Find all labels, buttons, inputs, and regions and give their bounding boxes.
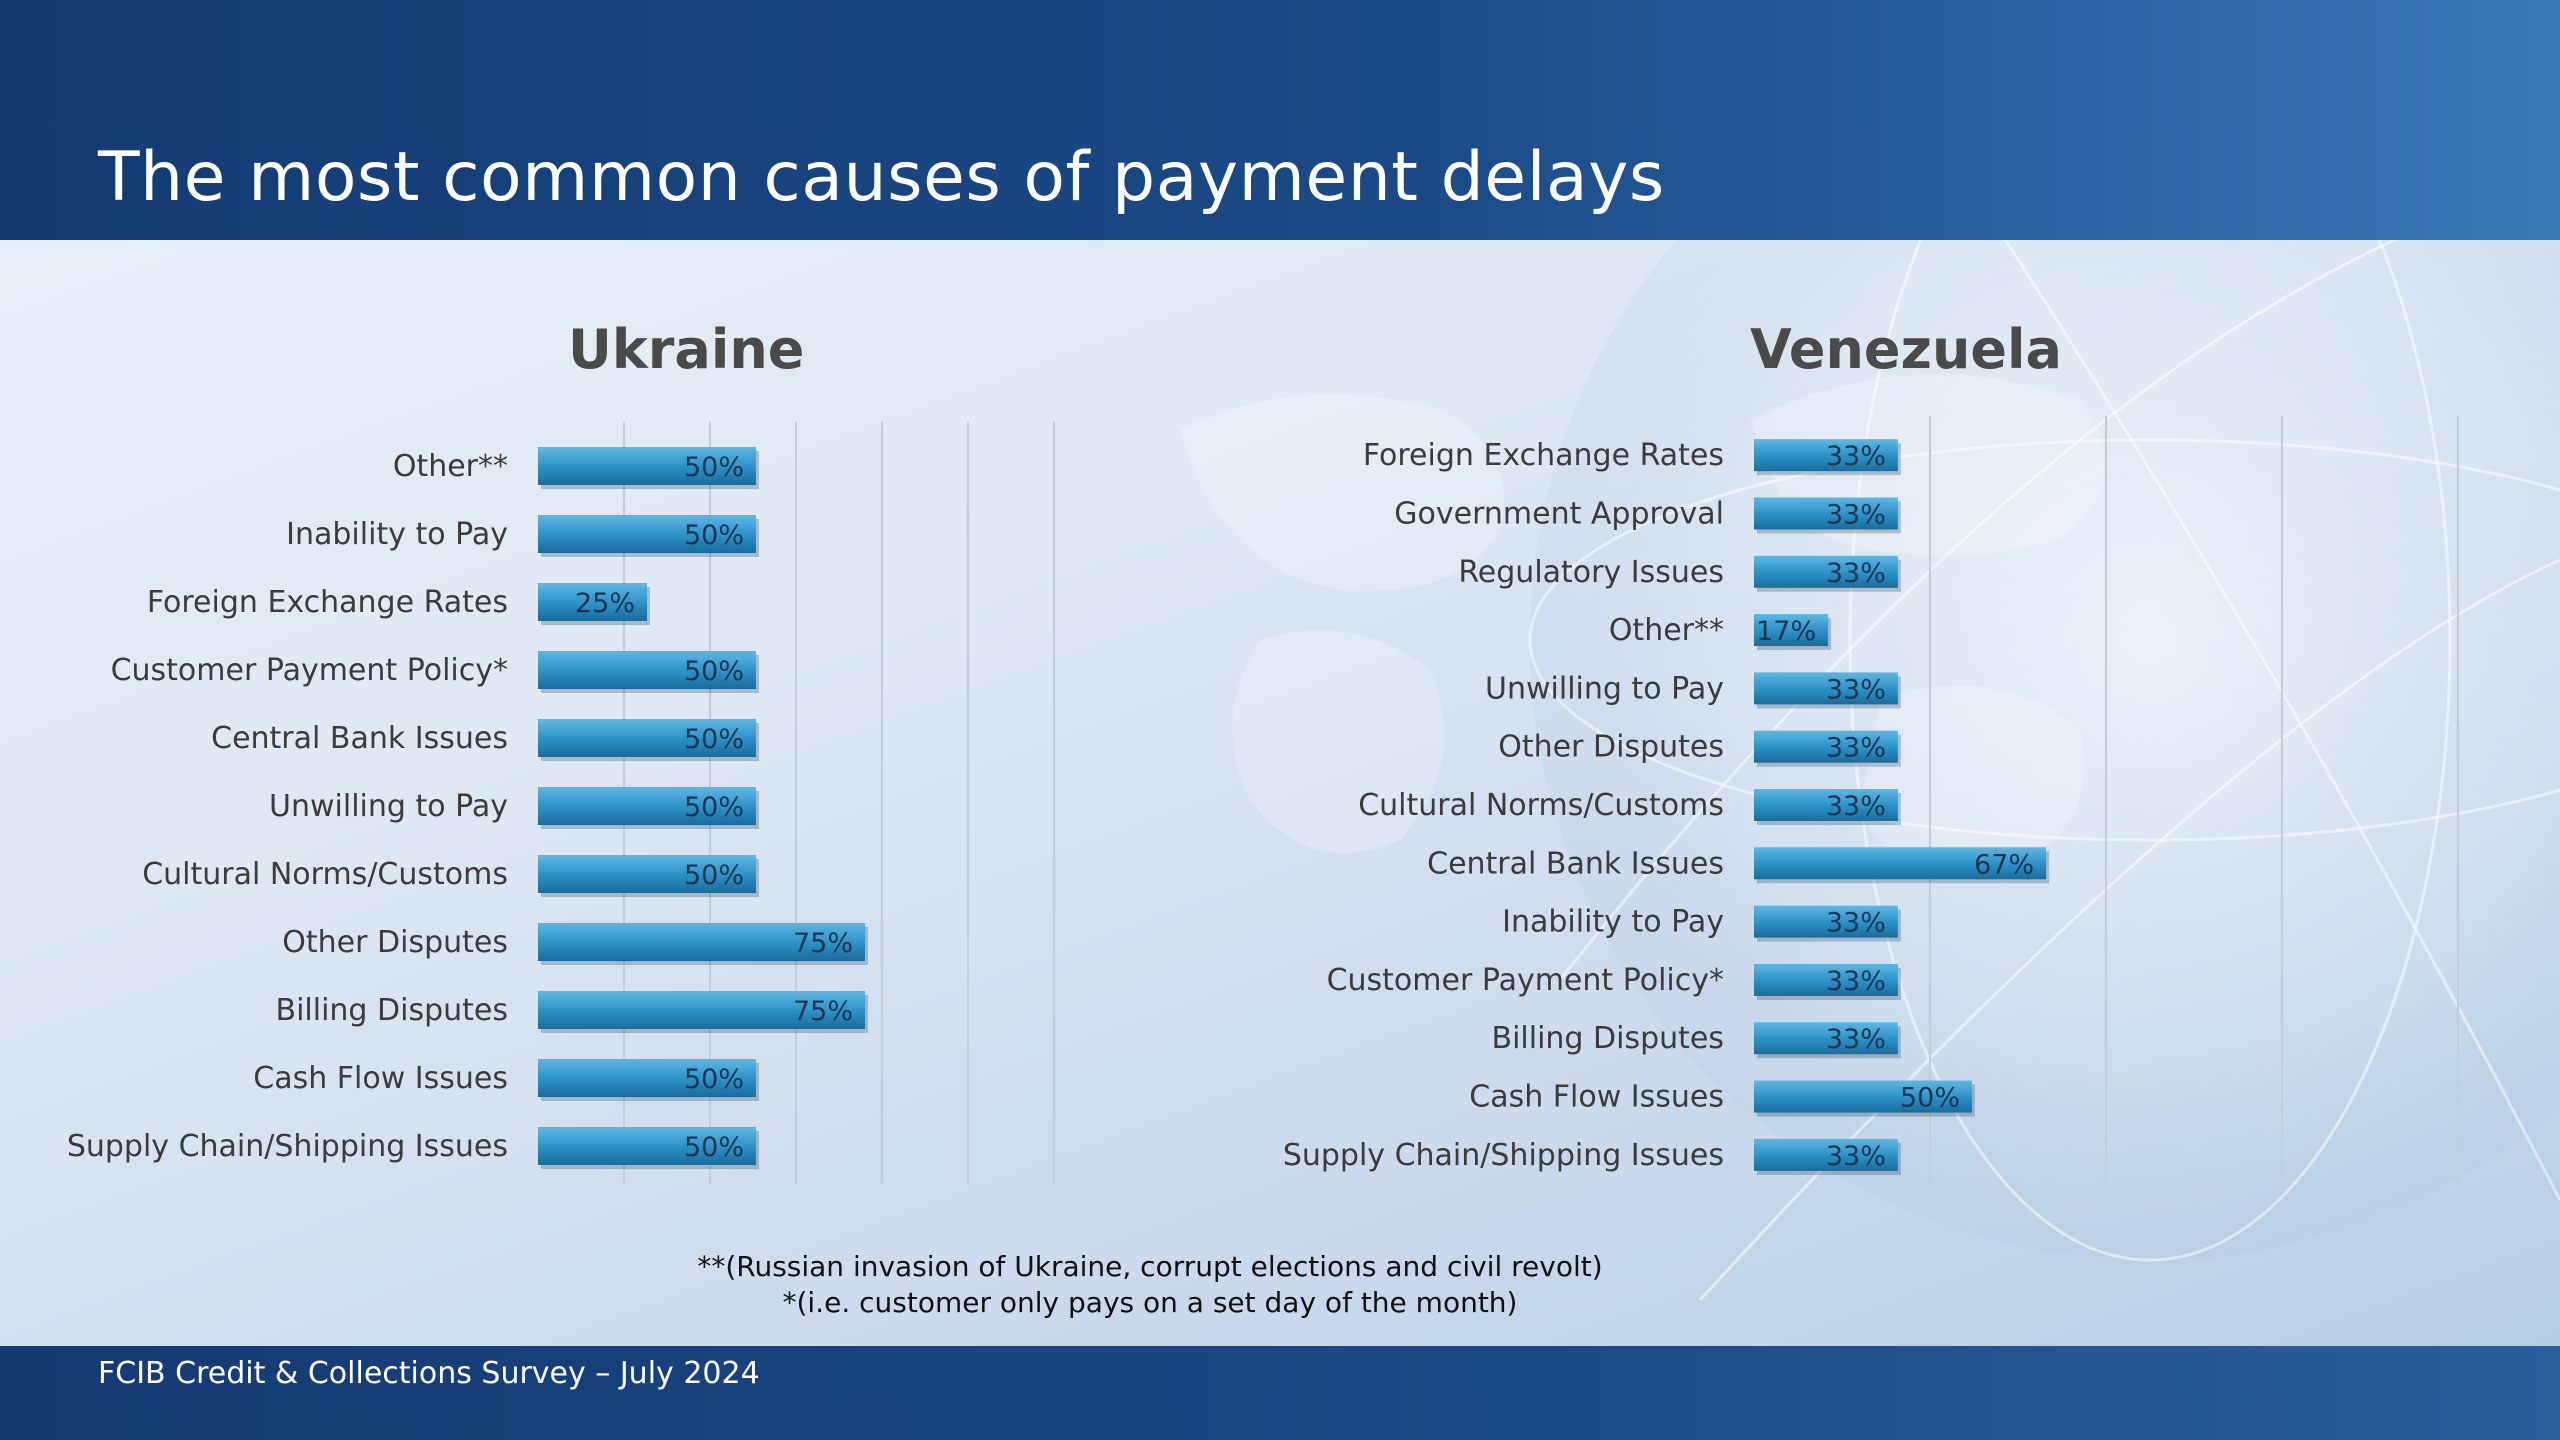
ukraine-category-label: Other** bbox=[393, 449, 508, 484]
venezuela-value-label: 33% bbox=[1826, 674, 1886, 705]
venezuela-bar bbox=[1754, 614, 1829, 647]
ukraine-bar bbox=[538, 1059, 756, 1097]
page-title: The most common causes of payment delays bbox=[98, 138, 1665, 217]
ukraine-bar bbox=[538, 923, 865, 961]
venezuela-bar bbox=[1754, 1022, 1898, 1055]
venezuela-value-label: 33% bbox=[1826, 966, 1886, 997]
ukraine-category-label: Central Bank Issues bbox=[211, 721, 508, 756]
venezuela-value-label: 50% bbox=[1900, 1083, 1960, 1114]
venezuela-bar bbox=[1754, 1138, 1898, 1171]
venezuela-bar bbox=[1754, 439, 1898, 472]
ukraine-value-label: 25% bbox=[575, 588, 635, 619]
ukraine-value-label: 50% bbox=[684, 520, 744, 551]
ukraine-bar bbox=[538, 1127, 756, 1165]
ukraine-category-label: Customer Payment Policy* bbox=[111, 653, 508, 688]
venezuela-bar bbox=[1754, 847, 2047, 880]
venezuela-bar bbox=[1754, 963, 1898, 996]
venezuela-value-label: 33% bbox=[1826, 1141, 1886, 1172]
footnote-other: **(Russian invasion of Ukraine, corrupt … bbox=[697, 1250, 1603, 1283]
venezuela-bar bbox=[1754, 730, 1898, 763]
ukraine-bar bbox=[538, 447, 756, 485]
ukraine-value-label: 75% bbox=[793, 928, 853, 959]
venezuela-category-label: Central Bank Issues bbox=[1427, 846, 1724, 881]
ukraine-value-label: 50% bbox=[684, 656, 744, 687]
ukraine-category-label: Cash Flow Issues bbox=[253, 1061, 508, 1096]
ukraine-value-label: 75% bbox=[793, 996, 853, 1027]
venezuela-bar bbox=[1754, 672, 1898, 705]
ukraine-bar bbox=[538, 855, 756, 893]
venezuela-value-label: 33% bbox=[1826, 441, 1886, 472]
venezuela-bar bbox=[1754, 1080, 1972, 1113]
ukraine-category-label: Cultural Norms/Customs bbox=[142, 857, 508, 892]
venezuela-value-label: 33% bbox=[1826, 733, 1886, 764]
ukraine-bar bbox=[538, 787, 756, 825]
ukraine-bar bbox=[538, 991, 865, 1029]
ukraine-value-label: 50% bbox=[684, 1132, 744, 1163]
venezuela-category-label: Other** bbox=[1609, 613, 1724, 648]
venezuela-bar bbox=[1754, 905, 1898, 938]
footnote-payment-policy: *(i.e. customer only pays on a set day o… bbox=[782, 1286, 1518, 1319]
venezuela-bar bbox=[1754, 555, 1898, 588]
chart-title-venezuela: Venezuela bbox=[1750, 318, 2062, 381]
header-band bbox=[0, 0, 2560, 240]
venezuela-value-label: 67% bbox=[1974, 849, 2034, 880]
venezuela-bar bbox=[1754, 789, 1898, 821]
venezuela-value-label: 33% bbox=[1826, 558, 1886, 589]
venezuela-category-label: Other Disputes bbox=[1498, 730, 1724, 765]
venezuela-category-label: Government Approval bbox=[1394, 496, 1724, 531]
venezuela-category-label: Unwilling to Pay bbox=[1485, 671, 1724, 706]
ukraine-bar bbox=[538, 719, 756, 757]
venezuela-value-label: 33% bbox=[1826, 499, 1886, 530]
ukraine-category-label: Foreign Exchange Rates bbox=[147, 585, 508, 620]
ukraine-category-label: Supply Chain/Shipping Issues bbox=[67, 1129, 508, 1164]
venezuela-category-label: Billing Disputes bbox=[1492, 1021, 1725, 1056]
venezuela-value-label: 33% bbox=[1826, 1024, 1886, 1055]
venezuela-category-label: Customer Payment Policy* bbox=[1327, 963, 1724, 998]
ukraine-value-label: 50% bbox=[684, 452, 744, 483]
venezuela-value-label: 33% bbox=[1826, 791, 1886, 822]
venezuela-category-label: Foreign Exchange Rates bbox=[1363, 438, 1724, 473]
venezuela-category-label: Regulatory Issues bbox=[1458, 555, 1724, 590]
venezuela-category-label: Cultural Norms/Customs bbox=[1358, 788, 1724, 823]
ukraine-bar bbox=[538, 651, 756, 689]
ukraine-value-label: 50% bbox=[684, 792, 744, 823]
ukraine-value-label: 50% bbox=[684, 1064, 744, 1095]
venezuela-value-label: 33% bbox=[1826, 908, 1886, 939]
ukraine-value-label: 50% bbox=[684, 860, 744, 891]
ukraine-category-label: Unwilling to Pay bbox=[269, 789, 508, 824]
venezuela-value-label: 17% bbox=[1756, 616, 1816, 647]
footer-source: FCIB Credit & Collections Survey – July … bbox=[98, 1356, 760, 1391]
venezuela-category-label: Cash Flow Issues bbox=[1469, 1080, 1724, 1115]
ukraine-category-label: Other Disputes bbox=[282, 925, 508, 960]
venezuela-bar bbox=[1754, 497, 1898, 530]
venezuela-category-label: Inability to Pay bbox=[1502, 905, 1724, 940]
ukraine-bar bbox=[538, 515, 756, 553]
ukraine-bar bbox=[538, 583, 647, 621]
footer-band bbox=[0, 1346, 2560, 1440]
ukraine-value-label: 50% bbox=[684, 724, 744, 755]
ukraine-category-label: Billing Disputes bbox=[276, 993, 509, 1028]
chart-title-ukraine: Ukraine bbox=[568, 318, 805, 381]
venezuela-category-label: Supply Chain/Shipping Issues bbox=[1283, 1138, 1724, 1173]
ukraine-category-label: Inability to Pay bbox=[286, 517, 508, 552]
